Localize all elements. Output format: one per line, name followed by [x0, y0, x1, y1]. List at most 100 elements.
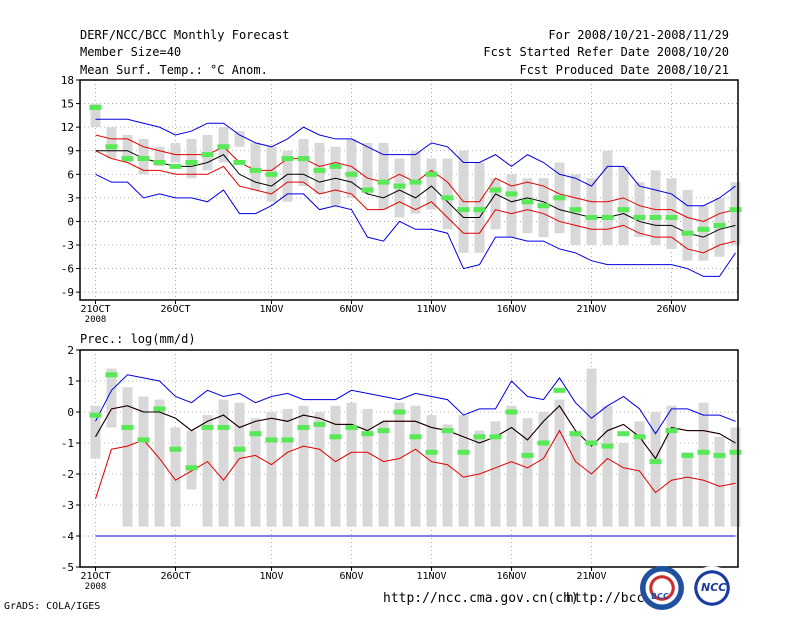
temp-mean-marker [681, 230, 694, 236]
temp-xtick-label: 26NOV [656, 304, 686, 315]
temp-mean-marker [105, 144, 118, 150]
temp-outer-lower-line [95, 173, 736, 277]
temp-mean-marker [489, 187, 502, 193]
prec-ensemble-box [506, 405, 517, 527]
temp-mean-marker [649, 215, 662, 220]
temp-mean-marker [537, 203, 550, 209]
prec-mean-marker [633, 434, 646, 440]
prec-ensemble-box [154, 399, 165, 527]
temp-xtick-label: 16NOV [496, 304, 526, 315]
prec-mean-marker [665, 428, 678, 434]
temp-mean-marker [329, 163, 342, 169]
prec-ensemble-box [682, 452, 693, 527]
temp-xtick-label: 6NOV [339, 304, 363, 315]
temp-ensemble-box [490, 178, 501, 230]
temp-ytick-label: 6 [67, 168, 74, 181]
prec-mean-marker [553, 387, 566, 393]
temp-ytick-label: -6 [61, 263, 74, 276]
prec-ensemble-box [666, 405, 677, 527]
temp-mean-marker [665, 215, 678, 220]
temp-ensemble-box [170, 142, 181, 163]
temp-mean-marker [473, 207, 486, 213]
temp-ytick-label: 18 [61, 74, 74, 87]
temp-ensemble-box [506, 174, 517, 238]
temp-mean-marker [457, 207, 470, 213]
temp-mean-marker [185, 160, 198, 165]
prec-mean-marker [681, 452, 694, 458]
chart-title: DERF/NCC/BCC Monthly Forecast [80, 28, 290, 42]
temp-mean-marker [393, 183, 406, 189]
prec-ensemble-box [458, 415, 469, 527]
prec-ensemble-box [282, 408, 293, 527]
prec-ensemble-box [170, 427, 181, 527]
prec-ensemble-box [234, 402, 245, 527]
temp-ytick-label: 12 [61, 121, 74, 134]
temp-ensemble-box [90, 103, 101, 128]
prec-mean-marker [185, 465, 198, 471]
prec-ensemble-box [298, 405, 309, 527]
prec-mean-marker [505, 409, 518, 415]
prec-ensemble-box [554, 399, 565, 527]
temp-ytick-label: -3 [61, 239, 74, 252]
prec-mean-marker [281, 437, 294, 443]
forecast-produced-date: Fcst Produced Date 2008/10/21 [519, 63, 729, 77]
temp-mean-marker [249, 167, 262, 173]
prec-mean-marker [393, 409, 406, 415]
prec-ytick-label: -4 [61, 530, 75, 543]
temp-ensemble-box [666, 178, 677, 249]
prec-ensemble-box [346, 402, 357, 527]
prec-mean-marker [265, 437, 278, 443]
variable-label: Mean Surf. Temp.: °C Anom. [80, 63, 268, 77]
prec-ensemble-box [602, 405, 613, 527]
prec-ensemble-box [570, 430, 581, 527]
prec-ensemble-box [698, 402, 709, 527]
prec-ensemble-box [266, 412, 277, 527]
prec-ensemble-box [186, 430, 197, 490]
prec-ensemble-box [714, 436, 725, 527]
temp-mean-marker [201, 152, 214, 158]
prec-ensemble-box [490, 421, 501, 527]
temp-mean-marker [601, 215, 614, 220]
temp-mean-marker [729, 207, 742, 213]
temp-ensemble-box [602, 150, 613, 245]
temp-mean-marker [441, 195, 454, 201]
temp-mean-marker [521, 199, 534, 205]
temp-mean-marker [505, 191, 518, 197]
bcc-url-link[interactable]: http://bcc. [566, 591, 653, 606]
temp-ensemble-box [698, 205, 709, 261]
temp-mean-marker [409, 179, 422, 185]
forecast-period: For 2008/10/21-2008/11/29 [548, 28, 729, 42]
temp-ensemble-box [106, 127, 117, 159]
prec-mean-marker [585, 440, 598, 446]
temp-ensemble-box [186, 138, 197, 179]
temp-ensemble-box [362, 142, 373, 194]
prec-mean-marker [697, 449, 710, 455]
prec-xtick-label: 21NOV [576, 571, 606, 582]
temp-ensemble-box [682, 190, 693, 261]
member-size-label: Member Size=40 [80, 45, 182, 59]
ncc-url-link[interactable]: http://ncc.cma.gov.cn(ch) [383, 591, 579, 606]
prec-mean-marker [489, 434, 502, 440]
prec-ensemble-box [378, 421, 389, 527]
temp-xtick-label: 21OCT [80, 304, 110, 315]
temp-outer-upper-line [95, 118, 736, 207]
temp-ytick-label: -9 [61, 286, 74, 299]
prec-mean-marker [601, 443, 614, 449]
prec-ytick-label: -5 [61, 561, 74, 574]
temp-ensemble-box [634, 182, 645, 238]
temp-ensemble-box [250, 142, 261, 190]
prec-ensemble-box [250, 418, 261, 527]
prec-mean-marker [441, 428, 454, 434]
temp-xtick-label: 26OCT [160, 304, 190, 315]
prec-ytick-label: 0 [67, 406, 74, 419]
temp-xtick-label: 11NOV [416, 304, 446, 315]
prec-ensemble-box [314, 412, 325, 527]
temp-ytick-label: 3 [67, 192, 74, 205]
prec-ensemble-box [138, 396, 149, 527]
temp-ensemble-box [298, 138, 309, 187]
prec-xtick-label: 6NOV [339, 571, 363, 582]
temp-mean-marker [233, 160, 246, 165]
temp-ytick-label: 9 [67, 145, 74, 158]
prec-ytick-label: -3 [61, 499, 74, 512]
